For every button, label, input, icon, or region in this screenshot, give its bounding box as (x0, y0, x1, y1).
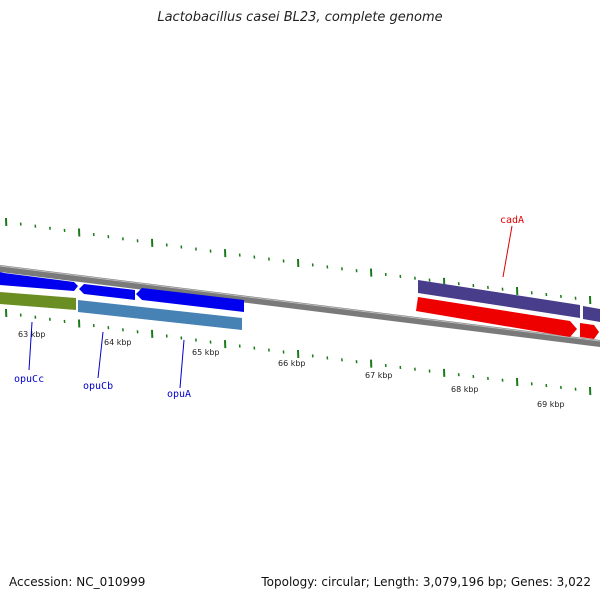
label-line-opuA (179, 339, 185, 389)
kbp-label-68: 68 kbp (451, 385, 479, 394)
kbp-label-67: 67 kbp (365, 371, 393, 380)
label-line-opuCc (28, 321, 33, 371)
gene-label-opuA[interactable]: opuA (167, 389, 191, 400)
accession-text: Accession: NC_010999 (9, 575, 146, 589)
label-line-opuCb (97, 331, 104, 379)
gene-bar-cadA-upper[interactable] (418, 280, 580, 318)
gene-label-opuCb[interactable]: opuCb (83, 381, 113, 392)
gene-label-opuCc[interactable]: opuCc (14, 374, 44, 385)
gene-label-cadA[interactable]: cadA (500, 215, 524, 226)
kbp-label-66: 66 kbp (278, 359, 306, 368)
gene-bar-opuCb[interactable] (78, 300, 242, 330)
kbp-label-64: 64 kbp (104, 338, 132, 347)
tick-marks-inner (5, 308, 592, 396)
gene-arrow-cadA[interactable] (416, 297, 577, 337)
kbp-label-69: 69 kbp (537, 400, 565, 409)
gene-bar-right-upper[interactable] (583, 306, 600, 322)
label-line-cadA (502, 225, 513, 278)
gene-arrow-opuA-forward[interactable] (136, 288, 244, 312)
map-title: Lactobacillus casei BL23, complete genom… (157, 10, 443, 25)
gene-arrow-opuCc-forward[interactable] (0, 272, 78, 291)
kbp-label-63: 63 kbp (18, 330, 46, 339)
gene-arrow-right-red[interactable] (580, 323, 599, 339)
tick-marks-outer (5, 217, 592, 305)
gene-bar-opuCc[interactable] (0, 292, 76, 310)
gene-arrow-opuCb-forward[interactable] (79, 284, 135, 300)
genome-summary-text: Topology: circular; Length: 3,079,196 bp… (261, 575, 591, 589)
genome-backbone (0, 265, 600, 347)
kbp-label-65: 65 kbp (192, 348, 220, 357)
